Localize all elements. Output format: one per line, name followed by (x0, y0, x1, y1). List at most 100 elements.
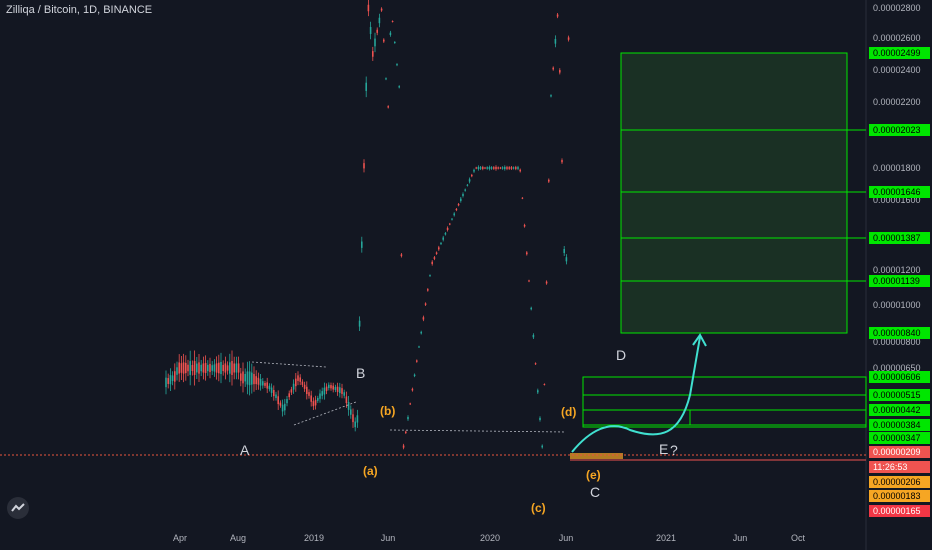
candle-body (501, 167, 504, 169)
candle-body (519, 169, 521, 172)
candle-body (224, 363, 227, 373)
subwave-label: (b) (380, 404, 395, 418)
candle-body (273, 390, 275, 397)
wave-label-a: A (240, 442, 250, 458)
price-tag-bg (869, 490, 930, 502)
question-mark-label: ? (670, 442, 678, 458)
candle-body (523, 224, 526, 227)
price-tag-label: 0.00001387 (873, 233, 921, 243)
candle-body (303, 384, 306, 389)
candle-body (325, 386, 328, 391)
candle-body (328, 384, 330, 389)
candle-body (431, 261, 433, 264)
candle-body (466, 184, 469, 186)
price-tag-bg (869, 327, 930, 339)
candle-body (559, 70, 561, 73)
candle-body (332, 385, 334, 390)
candle-body (196, 363, 198, 373)
candle-body (200, 364, 202, 372)
candle-body (528, 280, 530, 282)
candle-body (479, 167, 482, 169)
candle-body (356, 415, 359, 423)
candle-body (231, 361, 233, 375)
candle-body (222, 364, 224, 372)
candle-body (220, 361, 222, 375)
candle-body (277, 396, 279, 405)
y-tick-label: 0.00000800 (873, 337, 921, 347)
candle-body (477, 166, 480, 170)
candle-body (446, 227, 449, 230)
chart-title: Zilliqa / Bitcoin, 1D, BINANCE (6, 4, 153, 16)
candle-body (257, 377, 260, 385)
x-tick-label: Jun (381, 533, 396, 543)
candle-body (354, 421, 356, 428)
candle-body (387, 106, 389, 108)
candle-body (378, 17, 381, 24)
candle-body (334, 386, 337, 390)
x-tick-label: 2019 (304, 533, 324, 543)
candle-body (543, 383, 546, 385)
wave-label-c: C (590, 484, 600, 500)
candle-body (563, 248, 565, 253)
candle-body (237, 363, 240, 373)
candle-body (409, 403, 411, 405)
y-tick-label: 0.00002800 (873, 3, 921, 13)
candle-body (442, 237, 444, 240)
candle-body (350, 409, 352, 415)
candle-body (178, 362, 180, 374)
candle-body (317, 397, 319, 401)
candle-body (484, 167, 486, 169)
price-tag-bg (869, 371, 930, 383)
candle-body (339, 387, 341, 394)
wave-b-upper-trendline (251, 361, 327, 368)
price-tag-bg (869, 404, 930, 416)
price-candles (165, 0, 570, 450)
price-tag-bg (869, 446, 930, 458)
candle-body (215, 363, 218, 373)
candle-body (211, 365, 213, 371)
candle-body (312, 401, 315, 407)
candle-body (295, 378, 297, 387)
candle-body (374, 38, 376, 47)
price-tag-label: 0.00000183 (873, 491, 921, 501)
price-tag-bg (869, 186, 930, 198)
candle-body (451, 218, 453, 220)
target-box-lower (582, 376, 867, 428)
candle-body (226, 365, 229, 371)
y-tick-label: 0.00001800 (873, 163, 921, 173)
candle-body (455, 208, 458, 211)
candle-body (376, 29, 378, 33)
price-tag-label: 0.00002499 (873, 48, 921, 58)
subwave-label: (a) (363, 464, 378, 478)
price-tag-bg (869, 47, 930, 59)
candle-body (556, 14, 559, 17)
candle-body (270, 387, 273, 393)
candle-body (268, 385, 271, 390)
price-tag-label: 0.00000515 (873, 390, 921, 400)
candle-body (191, 365, 194, 371)
y-axis: 0.00002800 0.00002600 0.00002400 0.00002200… (873, 3, 921, 373)
candle-body (345, 396, 348, 404)
candle-body (171, 375, 174, 382)
candle-body (438, 247, 440, 250)
candle-body (548, 179, 550, 182)
candle-body (453, 213, 455, 216)
price-tag-bg (869, 461, 930, 473)
candle-body (240, 373, 242, 381)
candle-body (537, 390, 539, 393)
x-tick-label: Apr (173, 533, 187, 543)
candle-body (427, 289, 429, 291)
x-tick-label: Jun (733, 533, 748, 543)
price-tag-bg (869, 389, 930, 401)
y-tick-label: 0.00002200 (873, 97, 921, 107)
price-tags: 0.00002499 0.00002023 0.00001646 0.00001387… (869, 47, 930, 517)
candle-body (499, 167, 502, 169)
candle-body (292, 383, 295, 390)
tradingview-logo[interactable] (7, 497, 29, 519)
candle-body (330, 385, 332, 389)
price-tag-bg (869, 505, 930, 517)
candle-body (193, 361, 196, 375)
candle-body (495, 166, 497, 170)
candle-body (202, 363, 205, 373)
